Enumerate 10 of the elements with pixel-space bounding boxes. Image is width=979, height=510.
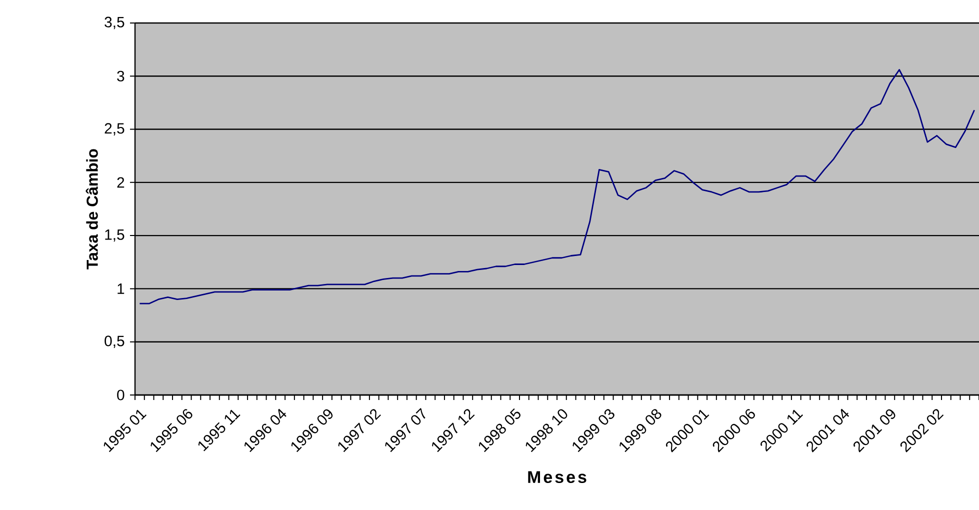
y-tick-label: 0 <box>117 390 124 400</box>
y-tick-label: 0,5 <box>104 336 124 348</box>
y-axis-title: Taxa de Câmbio <box>86 149 98 270</box>
y-tick-label: 1 <box>118 284 124 294</box>
x-axis-title: Meses <box>528 471 586 484</box>
y-tick-label: 1,5 <box>105 229 124 242</box>
y-tick-label: 2 <box>117 177 124 188</box>
y-tick-label: 3 <box>117 70 124 82</box>
y-tick-label: 3,5 <box>104 16 124 30</box>
y-tick-label: 2,5 <box>104 123 124 136</box>
